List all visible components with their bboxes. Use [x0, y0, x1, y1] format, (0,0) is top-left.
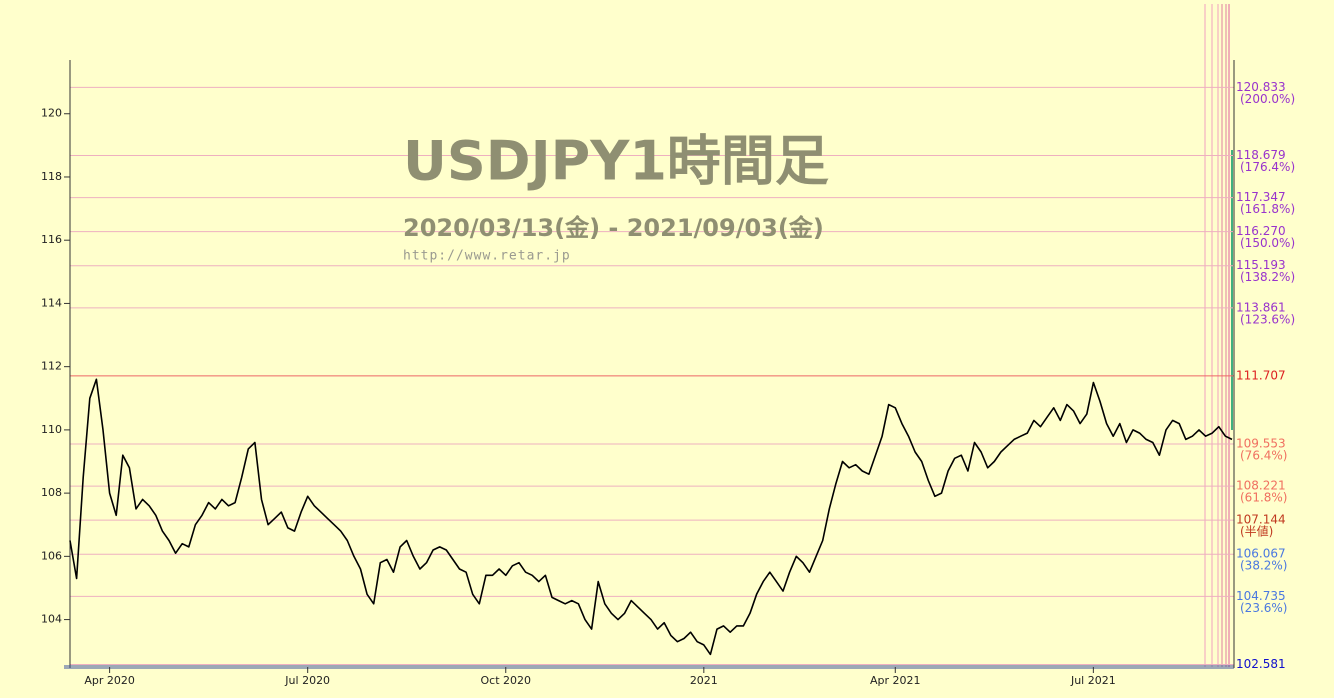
level-label: 104.735 — [1236, 589, 1286, 603]
y-tick-label: 120 — [41, 107, 62, 120]
y-tick-label: 118 — [41, 170, 62, 183]
level-label: 116.270 — [1236, 224, 1286, 238]
x-tick-label: Apr 2020 — [84, 674, 135, 687]
x-tick-label: Apr 2021 — [870, 674, 921, 687]
level-label: 120.833 — [1236, 80, 1286, 94]
level-label: 118.679 — [1236, 148, 1286, 162]
y-tick-label: 116 — [41, 233, 62, 246]
level-note: (38.2%) — [1240, 559, 1287, 573]
level-label: 102.581 — [1236, 657, 1286, 671]
level-label: 117.347 — [1236, 190, 1286, 204]
level-note: (123.6%) — [1240, 312, 1295, 326]
x-tick-label: Oct 2020 — [480, 674, 531, 687]
x-tick-label: Jul 2020 — [284, 674, 330, 687]
y-tick-label: 106 — [41, 549, 62, 562]
level-label: 115.193 — [1236, 258, 1286, 272]
level-note: (200.0%) — [1240, 92, 1295, 106]
chart-subtitle: 2020/03/13(金) - 2021/09/03(金) — [403, 214, 824, 242]
level-label: 107.144 — [1236, 513, 1286, 527]
price-line — [69, 378, 1233, 656]
chart-title: USDJPY1時間足 — [403, 130, 829, 193]
level-label: 106.067 — [1236, 547, 1286, 561]
level-note: (23.6%) — [1240, 601, 1287, 615]
level-note: (176.4%) — [1240, 160, 1295, 174]
y-tick-label: 108 — [41, 486, 62, 499]
vertical-markers — [1204, 4, 1233, 667]
level-note: (76.4%) — [1240, 449, 1287, 463]
y-tick-label: 110 — [41, 423, 62, 436]
level-label: 109.553 — [1236, 437, 1286, 451]
grid — [70, 86, 1234, 665]
y-tick-label: 104 — [41, 613, 62, 626]
source-url: http://www.retar.jp — [403, 249, 571, 264]
level-note: (138.2%) — [1240, 270, 1295, 284]
y-tick-label: 114 — [41, 296, 62, 309]
level-note: (半値) — [1240, 524, 1273, 539]
level-label: 108.221 — [1236, 479, 1286, 493]
level-note: (61.8%) — [1240, 491, 1287, 505]
y-tick-label: 112 — [41, 360, 62, 373]
level-note: (161.8%) — [1240, 202, 1295, 216]
level-label: 113.861 — [1236, 300, 1286, 314]
x-tick-label: Jul 2021 — [1070, 674, 1116, 687]
level-note: (150.0%) — [1240, 236, 1295, 250]
level-label: 111.707 — [1236, 368, 1286, 382]
x-tick-label: 2021 — [690, 674, 718, 687]
